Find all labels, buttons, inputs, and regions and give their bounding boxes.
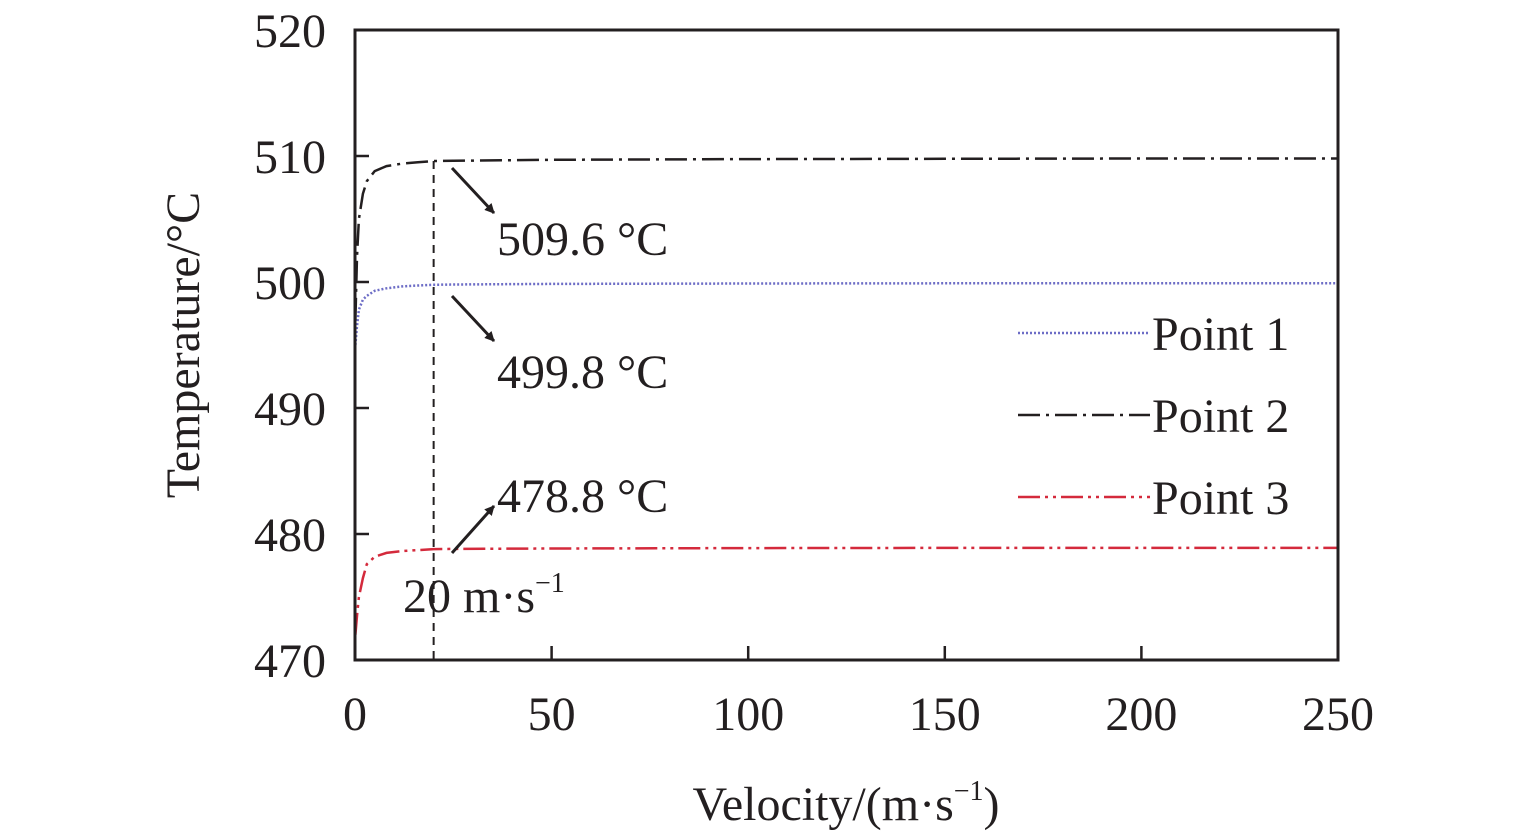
annotation-arrow-2 — [450, 294, 496, 343]
vline-label-main: 20 m·s — [403, 570, 535, 623]
x-tick-label: 200 — [1105, 688, 1177, 741]
x-tick-label: 150 — [909, 688, 981, 741]
x-axis-label: Velocity/(m·s−1) — [692, 776, 999, 831]
legend: Point 1 Point 2 Point 3 — [1018, 308, 1289, 525]
annotation-arrow-1 — [450, 166, 496, 215]
series-line-3 — [354, 546, 1338, 635]
legend-label-1: Point 1 — [1152, 308, 1289, 361]
vline-label: 20 m·s−1 — [403, 568, 565, 623]
x-axis-label-close: ) — [984, 778, 1000, 831]
y-tick-label: 490 — [254, 383, 326, 436]
vline-label-sup: −1 — [535, 568, 565, 599]
x-tick-label: 50 — [528, 688, 576, 741]
annotation-label-3: 478.8 °C — [497, 470, 668, 523]
y-tick-label: 480 — [254, 509, 326, 562]
series-line-1 — [354, 282, 1338, 346]
x-axis-ticks: 0 50 100 150 200 250 — [343, 646, 1374, 741]
plot-frame — [353, 28, 1340, 662]
annotation-label-2: 499.8 °C — [497, 346, 668, 399]
series-layer — [354, 157, 1338, 635]
x-tick-label: 0 — [343, 688, 367, 741]
y-tick-label: 500 — [254, 257, 326, 310]
legend-label-3: Point 3 — [1152, 472, 1289, 525]
y-axis-ticks: 470 480 490 500 510 520 — [254, 5, 369, 688]
x-tick-label: 100 — [712, 688, 784, 741]
y-axis-label: Temperature/°C — [157, 192, 210, 498]
y-tick-label: 510 — [254, 131, 326, 184]
y-tick-label: 520 — [254, 5, 326, 58]
annotation-label-1: 509.6 °C — [497, 213, 668, 266]
x-axis-label-sup: −1 — [954, 776, 984, 807]
x-tick-label: 250 — [1302, 688, 1374, 741]
x-axis-label-main: Velocity/(m·s — [692, 778, 953, 831]
annotation-arrow-3 — [450, 505, 496, 554]
series-line-2 — [354, 157, 1338, 320]
annotation-layer: 509.6 °C 499.8 °C 478.8 °C 20 m·s−1 — [403, 161, 668, 660]
legend-label-2: Point 2 — [1152, 390, 1289, 443]
y-tick-label: 470 — [254, 635, 326, 688]
